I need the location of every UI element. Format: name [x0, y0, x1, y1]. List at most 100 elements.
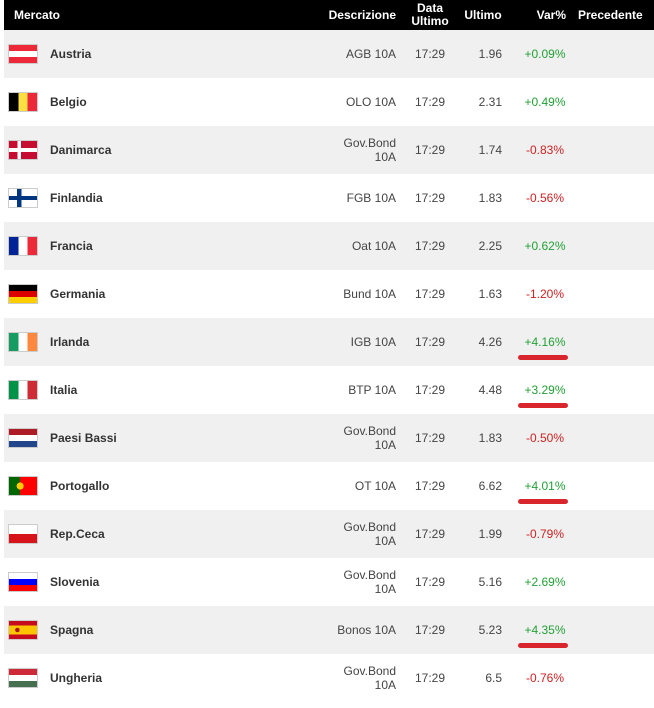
table-row[interactable]: Austria AGB 10A 17:29 1.96 +0.09%	[4, 30, 654, 78]
variation-value: -0.79%	[525, 527, 565, 541]
country-name[interactable]: Ungheria	[50, 671, 103, 685]
time-cell: 17:29	[414, 239, 446, 253]
variation-value: +4.01%	[524, 479, 566, 493]
description-cell: IGB 10A	[234, 318, 406, 366]
country-cell[interactable]: Ungheria	[4, 654, 234, 702]
table-row[interactable]: Portogallo OT 10A 17:29 6.62 +4.01%	[4, 462, 654, 510]
last-value-cell: 1.96	[478, 47, 502, 61]
description-line1: Gov.Bond	[343, 664, 396, 678]
description-line1: BTP 10A	[348, 383, 396, 397]
country-wrap: Rep.Ceca	[4, 524, 234, 544]
description-line1: Gov.Bond	[343, 568, 396, 582]
previous-value-cell	[578, 558, 654, 606]
variation-cell: +0.49%	[512, 78, 578, 126]
country-name[interactable]: Spagna	[50, 623, 94, 637]
header-precedente[interactable]: Precedente	[578, 7, 643, 22]
country-wrap: Slovenia	[4, 572, 234, 592]
table-row[interactable]: Belgio OLO 10A 17:29 2.31 +0.49%	[4, 78, 654, 126]
portugal-flag	[8, 476, 38, 496]
last-value-cell: 1.83	[478, 431, 502, 445]
previous-value-cell	[578, 462, 654, 510]
description-cell: FGB 10A	[234, 174, 406, 222]
table-row[interactable]: Paesi Bassi Gov.Bond 10A 17:29 1.83 -0.50%	[4, 414, 654, 462]
country-wrap: Danimarca	[4, 140, 234, 160]
previous-value-cell	[578, 78, 654, 126]
header-data-ultimo[interactable]: Data Ultimo	[406, 0, 454, 30]
country-cell[interactable]: Portogallo	[4, 462, 234, 510]
bond-yields-table: Mercato Descrizione Data Ultimo Ultimo Va…	[4, 0, 654, 702]
variation-value: +4.16%	[524, 335, 566, 349]
variation-value: -0.56%	[525, 191, 565, 205]
last-value-cell: 1.99	[478, 527, 502, 541]
description-line1: OT 10A	[354, 479, 396, 493]
country-name[interactable]: Danimarca	[50, 143, 112, 157]
previous-value-cell	[578, 318, 654, 366]
country-cell[interactable]: Rep.Ceca	[4, 510, 234, 558]
description-cell: Gov.Bond 10A	[234, 414, 406, 462]
previous-value-cell	[578, 366, 654, 414]
last-value-cell: 1.83	[478, 191, 502, 205]
variation-cell: -0.56%	[512, 174, 578, 222]
country-name[interactable]: Finlandia	[50, 191, 103, 205]
country-name[interactable]: Belgio	[50, 95, 87, 109]
country-name[interactable]: Portogallo	[50, 479, 110, 493]
country-cell[interactable]: Belgio	[4, 78, 234, 126]
country-name[interactable]: Paesi Bassi	[50, 431, 117, 445]
country-cell[interactable]: Slovenia	[4, 558, 234, 606]
country-name[interactable]: Irlanda	[50, 335, 90, 349]
header-var[interactable]: Var%	[536, 7, 566, 22]
country-name[interactable]: Francia	[50, 239, 93, 253]
germany-flag	[8, 284, 38, 304]
hungary-flag	[8, 668, 38, 688]
table-row[interactable]: Irlanda IGB 10A 17:29 4.26 +4.16%	[4, 318, 654, 366]
previous-value-cell	[578, 414, 654, 462]
table-row[interactable]: Finlandia FGB 10A 17:29 1.83 -0.56%	[4, 174, 654, 222]
country-wrap: Italia	[4, 380, 234, 400]
last-value-cell: 5.16	[478, 575, 502, 589]
previous-value-cell	[578, 30, 654, 78]
time-cell: 17:29	[414, 479, 446, 493]
table-row[interactable]: Ungheria Gov.Bond 10A 17:29 6.5 -0.76%	[4, 654, 654, 702]
header-ultimo[interactable]: Ultimo	[464, 7, 502, 22]
variation-cell: +4.01%	[512, 462, 578, 510]
country-cell[interactable]: Spagna	[4, 606, 234, 654]
table-row[interactable]: Rep.Ceca Gov.Bond 10A 17:29 1.99 -0.79%	[4, 510, 654, 558]
country-cell[interactable]: Irlanda	[4, 318, 234, 366]
header-data-line1: Data	[416, 1, 443, 15]
last-value-cell: 5.23	[478, 623, 502, 637]
last-value-cell: 4.26	[478, 335, 502, 349]
country-cell[interactable]: Finlandia	[4, 174, 234, 222]
table-row[interactable]: Slovenia Gov.Bond 10A 17:29 5.16 +2.69%	[4, 558, 654, 606]
header-mercato[interactable]: Mercato	[14, 7, 61, 22]
last-value-cell: 6.62	[478, 479, 502, 493]
time-cell: 17:29	[414, 623, 446, 637]
header-descrizione[interactable]: Descrizione	[328, 7, 396, 22]
table-row[interactable]: Germania Bund 10A 17:29 1.63 -1.20%	[4, 270, 654, 318]
table-row[interactable]: Italia BTP 10A 17:29 4.48 +3.29%	[4, 366, 654, 414]
country-name[interactable]: Italia	[50, 383, 78, 397]
country-name[interactable]: Germania	[50, 287, 106, 301]
country-cell[interactable]: Danimarca	[4, 126, 234, 174]
country-cell[interactable]: Paesi Bassi	[4, 414, 234, 462]
table-row[interactable]: Danimarca Gov.Bond 10A 17:29 1.74 -0.83%	[4, 126, 654, 174]
previous-value-cell	[578, 270, 654, 318]
country-cell[interactable]: Germania	[4, 270, 234, 318]
variation-cell: +0.09%	[512, 30, 578, 78]
time-cell: 17:29	[414, 671, 446, 685]
belgium-flag	[8, 92, 38, 112]
country-cell[interactable]: Italia	[4, 366, 234, 414]
table-row[interactable]: Francia Oat 10A 17:29 2.25 +0.62%	[4, 222, 654, 270]
table-header-row: Mercato Descrizione Data Ultimo Ultimo Va…	[4, 0, 654, 30]
time-cell: 17:29	[414, 383, 446, 397]
table-row[interactable]: Spagna Bonos 10A 17:29 5.23 +4.35%	[4, 606, 654, 654]
description-cell: Bund 10A	[234, 270, 406, 318]
time-cell: 17:29	[414, 431, 446, 445]
description-line1: OLO 10A	[345, 95, 396, 109]
last-value-cell: 6.5	[485, 671, 502, 685]
country-name[interactable]: Austria	[50, 47, 92, 61]
country-cell[interactable]: Francia	[4, 222, 234, 270]
country-name[interactable]: Slovenia	[50, 575, 100, 589]
country-cell[interactable]: Austria	[4, 30, 234, 78]
country-wrap: Francia	[4, 236, 234, 256]
country-name[interactable]: Rep.Ceca	[50, 527, 105, 541]
